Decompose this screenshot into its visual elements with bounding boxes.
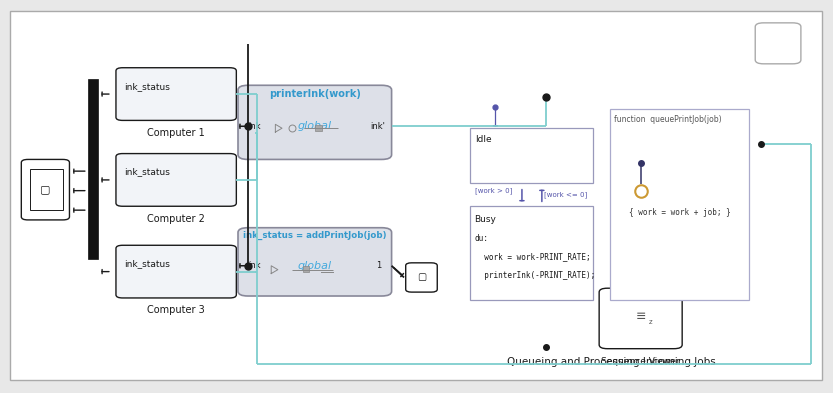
Text: global: global [297,121,332,131]
Text: ▢: ▢ [416,272,426,283]
Text: Computer 2: Computer 2 [147,214,205,224]
FancyBboxPatch shape [238,85,392,160]
FancyBboxPatch shape [116,154,237,206]
FancyBboxPatch shape [116,245,237,298]
FancyBboxPatch shape [406,263,437,292]
Text: ?: ? [774,34,782,52]
Text: function  queuePrintJob(job): function queuePrintJob(job) [614,115,721,124]
Bar [471,206,593,300]
FancyBboxPatch shape [22,160,69,220]
Text: Computer 1: Computer 1 [147,128,205,138]
Text: ink_status: ink_status [124,259,170,268]
Text: ▢: ▢ [40,185,51,195]
Text: Queueing and Processing Incoming Jobs: Queueing and Processing Incoming Jobs [507,357,716,367]
Text: ink_status: ink_status [124,82,170,91]
Text: Busy: Busy [475,215,496,224]
Text: ink: ink [248,261,261,270]
Text: z: z [649,319,652,325]
Text: ink': ink' [370,122,385,131]
FancyBboxPatch shape [238,228,392,296]
Text: { work = work + job; }: { work = work + job; } [629,208,731,217]
Text: ink_status = addPrintJob(job): ink_status = addPrintJob(job) [243,231,387,240]
Text: ink: ink [248,122,261,131]
Text: Idle: Idle [476,135,492,144]
Text: ≡: ≡ [636,310,646,323]
Text: [work <= 0]: [work <= 0] [544,191,587,198]
Text: printerInk(-PRINT_RATE);: printerInk(-PRINT_RATE); [475,271,595,280]
Text: [work > 0]: [work > 0] [475,187,512,194]
Text: global: global [297,261,332,271]
Bar [302,266,309,272]
Text: du:: du: [475,233,488,242]
Bar [315,125,322,131]
FancyBboxPatch shape [599,288,682,349]
Text: work = work-PRINT_RATE;: work = work-PRINT_RATE; [475,252,591,261]
Bar [87,79,97,259]
FancyBboxPatch shape [756,23,801,64]
Bar [610,109,750,300]
Text: 1: 1 [377,261,382,270]
Bar [471,128,593,183]
Text: Computer 3: Computer 3 [147,305,205,316]
Text: ink_status: ink_status [124,167,170,176]
FancyBboxPatch shape [116,68,237,120]
Text: printerInk(work): printerInk(work) [269,89,361,99]
Text: Sequence Viewer: Sequence Viewer [601,357,680,365]
Bar [30,169,62,210]
FancyBboxPatch shape [462,99,761,347]
